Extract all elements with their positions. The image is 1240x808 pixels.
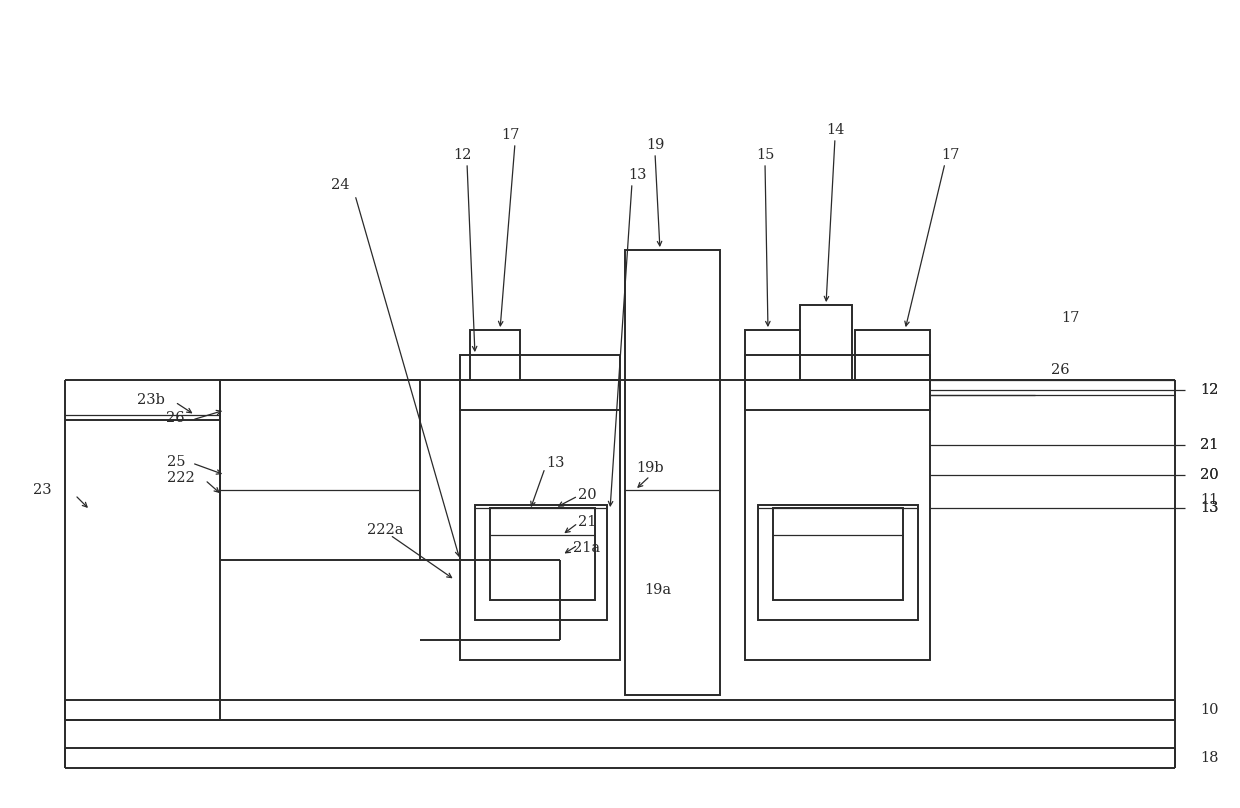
Bar xyxy=(745,380,930,660)
Text: 26: 26 xyxy=(1050,363,1069,377)
Text: 222a: 222a xyxy=(367,523,403,537)
Text: 13: 13 xyxy=(546,456,564,470)
Text: 20: 20 xyxy=(1200,468,1219,482)
Text: 12: 12 xyxy=(453,148,471,162)
Text: 19a: 19a xyxy=(645,583,672,597)
Bar xyxy=(490,508,595,600)
Text: 10: 10 xyxy=(1200,703,1219,717)
Bar xyxy=(745,330,800,380)
Text: 23: 23 xyxy=(33,483,52,497)
Text: 19b: 19b xyxy=(636,461,663,475)
Bar xyxy=(475,505,608,620)
Text: 20: 20 xyxy=(578,488,596,502)
Text: 13: 13 xyxy=(627,168,646,182)
Bar xyxy=(745,355,930,410)
Bar xyxy=(758,505,918,620)
Bar xyxy=(625,250,720,695)
Text: 26: 26 xyxy=(166,411,185,425)
Text: 14: 14 xyxy=(826,123,844,137)
Bar xyxy=(460,355,620,410)
Text: 17: 17 xyxy=(941,148,960,162)
Text: 12: 12 xyxy=(1200,383,1219,397)
Text: 12: 12 xyxy=(1200,383,1219,397)
Bar xyxy=(856,330,930,380)
Text: 13: 13 xyxy=(1200,501,1219,515)
Text: 21a: 21a xyxy=(573,541,600,555)
Text: 222: 222 xyxy=(167,471,195,485)
Text: 19: 19 xyxy=(646,138,665,152)
Text: 11: 11 xyxy=(1200,493,1218,507)
Text: 21: 21 xyxy=(578,515,596,529)
Text: 21: 21 xyxy=(1200,438,1219,452)
Text: 23b: 23b xyxy=(138,393,165,407)
Bar xyxy=(800,305,852,380)
Text: 15: 15 xyxy=(756,148,774,162)
Text: 18: 18 xyxy=(1200,751,1219,765)
Text: 25: 25 xyxy=(166,455,185,469)
Text: 13: 13 xyxy=(1200,501,1219,515)
Text: 20: 20 xyxy=(1200,468,1219,482)
Text: 17: 17 xyxy=(501,128,520,142)
Bar xyxy=(470,330,520,380)
Text: 21: 21 xyxy=(1200,438,1219,452)
Text: 24: 24 xyxy=(331,178,350,192)
Bar xyxy=(460,380,620,660)
Text: 17: 17 xyxy=(1060,311,1079,325)
Bar xyxy=(773,508,903,600)
